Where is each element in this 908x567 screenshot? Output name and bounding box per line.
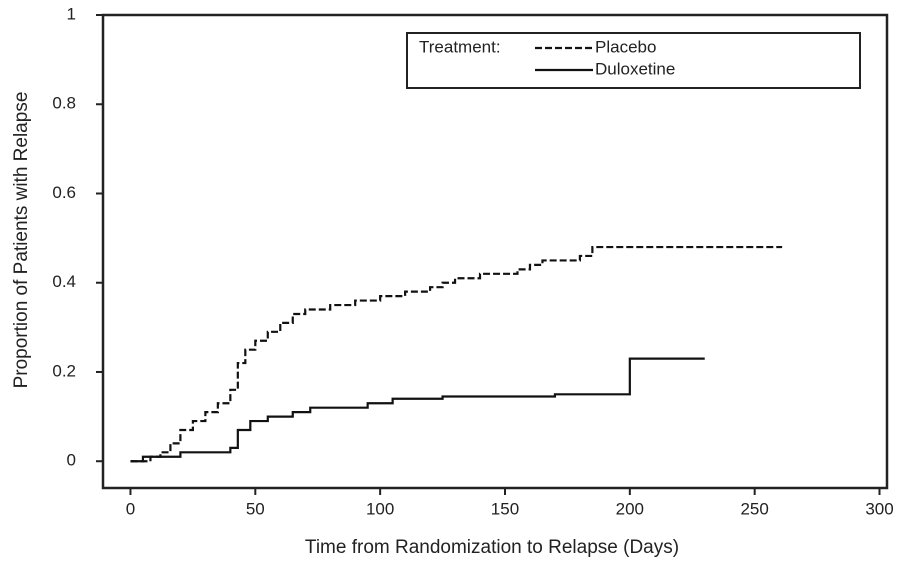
y-axis-title: Proportion of Patients with Relapse	[11, 92, 32, 389]
x-tick-label: 200	[616, 499, 644, 518]
plot-frame	[101, 13, 889, 490]
y-tick-label: 0.2	[52, 361, 76, 380]
x-tick-label: 100	[366, 499, 394, 518]
legend-box	[406, 32, 861, 89]
legend-title: Treatment:	[419, 37, 501, 56]
y-tick-label: 1	[67, 4, 76, 23]
legend-label: Placebo	[595, 37, 656, 56]
legend-label: Duloxetine	[595, 59, 675, 78]
y-tick-label: 0.6	[52, 183, 76, 202]
step-line	[130, 245, 783, 463]
step-line	[130, 357, 705, 463]
x-tick-label: 50	[246, 499, 265, 518]
x-tick-label: 300	[865, 499, 893, 518]
y-tick-label: 0.8	[52, 94, 76, 113]
x-axis-title: Time from Randomization to Relapse (Days…	[305, 537, 679, 558]
x-tick-label: 0	[126, 499, 135, 518]
y-tick-label: 0.4	[52, 272, 76, 291]
y-tick-label: 0	[67, 451, 76, 470]
x-tick-label: 150	[491, 499, 519, 518]
x-tick-label: 250	[740, 499, 768, 518]
